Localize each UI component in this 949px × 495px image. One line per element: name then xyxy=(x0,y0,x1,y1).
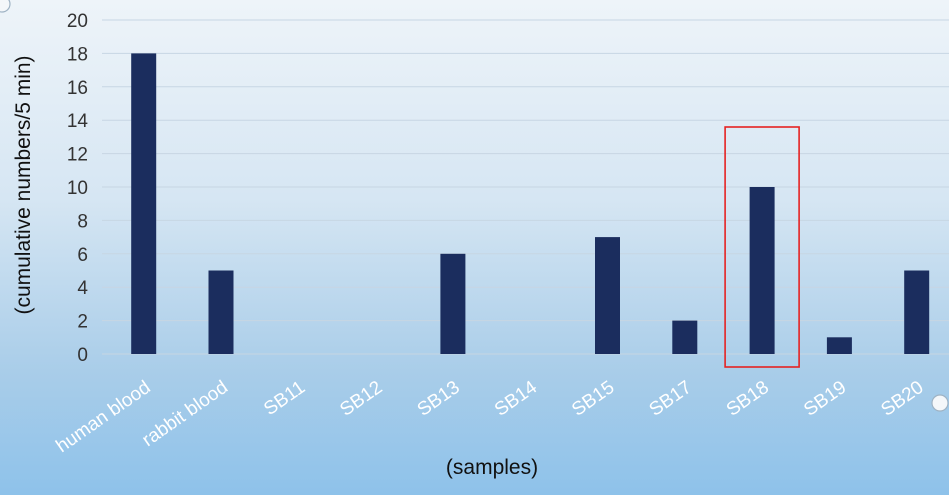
y-axis-title: (cumulative numbers/5 min) xyxy=(12,55,35,314)
x-tick-label: SB13 xyxy=(414,377,464,421)
bar xyxy=(749,187,775,354)
gridlines xyxy=(102,19,949,355)
x-tick-label: SB14 xyxy=(491,377,541,421)
y-tick-label: 14 xyxy=(67,111,89,132)
y-tick-label: 10 xyxy=(67,178,88,199)
bar xyxy=(208,270,234,354)
y-axis-ticks: 0 2 4 6 8 10 12 14 16 18 20 xyxy=(67,11,89,366)
highlight-box xyxy=(724,126,800,368)
y-tick-label: 8 xyxy=(77,211,88,232)
x-axis-title: (samples) xyxy=(446,456,538,479)
decorative-circle-right xyxy=(931,394,949,412)
y-tick-label: 2 xyxy=(77,312,88,333)
x-tick-label: SB12 xyxy=(336,377,386,421)
y-tick-label: 18 xyxy=(67,44,88,65)
y-tick-label: 4 xyxy=(77,278,88,299)
y-tick-label: 6 xyxy=(77,245,88,266)
x-tick-label: SB15 xyxy=(568,377,618,421)
bars xyxy=(131,53,930,355)
x-tick-label: SB11 xyxy=(260,377,309,420)
y-tick-label: 12 xyxy=(67,145,88,166)
decorative-circle-top-left xyxy=(0,0,11,13)
x-tick-label: human blood xyxy=(53,377,155,457)
bar xyxy=(131,53,157,355)
x-tick-label: rabbit blood xyxy=(138,377,231,451)
bar xyxy=(904,270,930,354)
x-tick-label: SB19 xyxy=(800,377,850,421)
y-tick-label: 16 xyxy=(67,78,88,99)
y-tick-label: 20 xyxy=(67,11,88,32)
bar xyxy=(672,320,698,354)
bar xyxy=(440,253,466,354)
x-tick-label: SB17 xyxy=(646,377,696,421)
x-tick-label: SB18 xyxy=(723,377,773,421)
bar xyxy=(595,237,620,354)
x-tick-label: SB20 xyxy=(877,377,927,421)
bar xyxy=(826,337,852,354)
y-tick-label: 0 xyxy=(77,345,88,366)
